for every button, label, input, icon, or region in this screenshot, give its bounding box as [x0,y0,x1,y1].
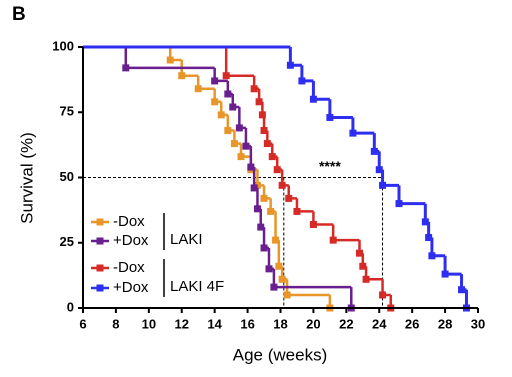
survival-marker [375,166,383,174]
survival-marker [253,205,261,213]
survival-marker [441,270,449,278]
survival-marker [229,103,237,111]
survival-marker [309,220,317,228]
survival-marker [122,64,130,72]
survival-marker [211,98,219,106]
survival-marker [362,275,370,283]
x-tick-label: 26 [405,316,419,331]
survival-marker [222,72,230,80]
survival-marker [265,265,273,273]
y-tick-label: 25 [60,234,74,249]
survival-marker [250,184,258,192]
survival-marker [286,61,294,69]
survival-marker [421,218,429,226]
survival-marker [224,127,232,135]
legend-label: -Dox [113,213,145,230]
survival-marker [359,262,367,270]
survival-step [277,240,283,268]
survival-marker [283,291,291,299]
legend-marker [96,237,104,245]
survival-marker [268,153,276,161]
survival-marker [258,111,266,119]
legend-marker [96,264,104,272]
survival-marker [356,249,363,257]
survival-marker [217,111,225,119]
legend-label: -Dox [113,259,145,276]
survival-marker [263,140,271,148]
y-axis-title: Survival (%) [17,132,36,224]
survival-marker [166,56,174,64]
survival-marker [178,72,186,80]
survival-marker [278,275,286,283]
x-axis-title: Age (weeks) [233,345,327,364]
y-tick-label: 75 [60,104,74,119]
survival-marker [458,286,466,294]
survival-marker [255,98,263,106]
x-tick-label: 14 [207,316,222,331]
survival-marker [379,181,387,189]
survival-marker [329,236,337,244]
survival-marker [211,77,219,85]
survival-step [397,185,426,206]
survival-marker [425,234,433,242]
y-tick-label: 100 [52,38,74,53]
survival-marker [230,140,238,148]
legend-group-label: LAKI [170,231,203,248]
survival-marker [260,194,268,202]
legend-label: +Dox [113,279,149,296]
x-tick-label: 8 [112,316,119,331]
x-tick-label: 16 [240,316,254,331]
x-tick-label: 28 [438,316,452,331]
survival-marker [293,207,301,215]
legend-group-label: LAKI 4F [170,278,224,295]
survival-marker [309,95,317,103]
survival-marker [370,147,378,155]
x-tick-label: 10 [142,316,156,331]
x-tick-label: 6 [79,316,86,331]
legend-marker [96,218,104,226]
survival-marker [395,200,403,208]
survival-step [224,47,255,77]
survival-marker [326,113,334,121]
x-tick-label: 20 [306,316,320,331]
y-tick-label: 50 [60,169,74,184]
survival-marker [260,244,268,252]
x-tick-label: 18 [273,316,287,331]
x-tick-label: 30 [471,316,485,331]
survival-marker [272,236,280,244]
survival-marker [224,90,232,98]
x-tick-label: 12 [175,316,189,331]
survival-marker [270,283,278,291]
survival-marker [349,129,357,137]
survival-marker [285,194,293,202]
legend-label: +Dox [113,232,149,249]
survival-step [331,224,360,242]
x-tick-label: 24 [372,316,387,331]
survival-step [274,211,279,242]
survival-marker [267,207,275,215]
survival-marker [379,291,387,299]
survival-marker [237,153,245,161]
survival-marker [273,166,281,174]
survival-marker [250,85,258,93]
annotation: **** [319,158,341,174]
survival-marker [298,77,306,85]
survival-marker [257,223,265,231]
survival-marker [278,181,286,189]
survival-marker [275,262,283,270]
survival-marker [428,252,436,260]
survival-marker [235,124,243,132]
panel-label: B [12,4,26,25]
legend-marker [96,284,104,292]
y-tick-label: 0 [67,299,74,314]
survival-marker [260,127,268,135]
survival-marker [194,85,202,93]
x-tick-label: 22 [339,316,353,331]
survival-marker [247,163,255,171]
survival-marker [242,142,250,150]
